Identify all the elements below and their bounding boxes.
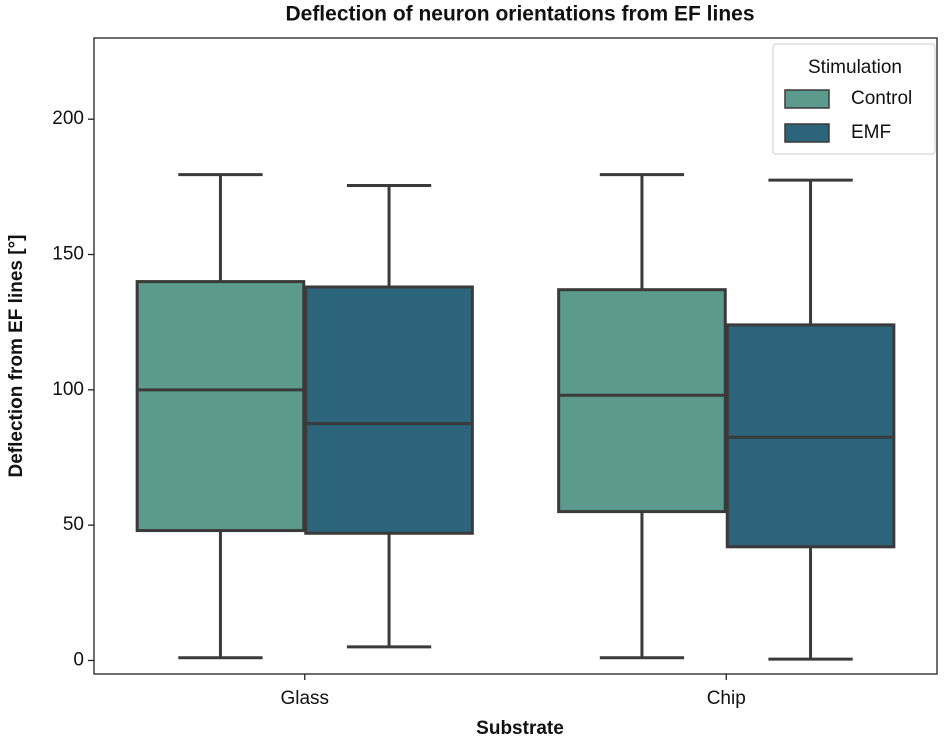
y-tick-label: 200 <box>52 108 84 129</box>
plot-frame <box>93 37 938 675</box>
legend-title: Stimulation <box>808 57 902 78</box>
legend-label: Control <box>851 88 912 109</box>
legend-swatch <box>784 123 830 143</box>
y-axis-label: Deflection from EF lines [°] <box>6 234 27 477</box>
x-axis-label: Substrate <box>476 718 564 739</box>
chart-title: Deflection of neuron orientations from E… <box>285 3 754 26</box>
x-tick-label: Glass <box>280 688 329 709</box>
y-tick-label: 150 <box>52 244 84 265</box>
box <box>135 280 306 533</box>
box <box>304 285 474 535</box>
y-tick-label: 0 <box>73 649 84 670</box>
y-tick-label: 100 <box>52 379 84 400</box>
box <box>557 288 727 514</box>
legend-label: EMF <box>851 122 891 143</box>
legend-swatch <box>784 89 830 109</box>
x-tick-label: Chip <box>707 688 746 709</box>
y-tick-label: 50 <box>63 514 84 535</box>
